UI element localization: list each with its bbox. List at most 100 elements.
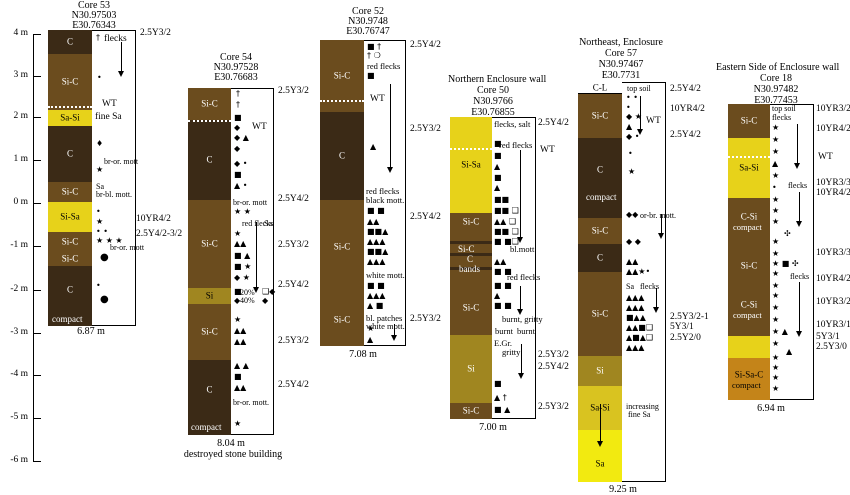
unit-compact-label: compact bbox=[732, 380, 761, 390]
annotation: br-or. mott bbox=[110, 243, 145, 252]
star-icon: ★ bbox=[772, 147, 780, 156]
core-length: 6.94 m bbox=[757, 403, 785, 414]
scale-label: 0 m bbox=[13, 197, 28, 207]
color-code: 2.5Y4/2 bbox=[278, 380, 309, 390]
star-icon: ★ ■ ✣ bbox=[772, 259, 799, 268]
star-icon: ★ bbox=[96, 165, 104, 174]
core-title-line: E30.76683 bbox=[214, 72, 258, 83]
triangle-icon: ▲ bbox=[494, 183, 501, 192]
star-icon: ★ bbox=[772, 249, 780, 258]
unit-si-c: Si-C bbox=[320, 200, 364, 294]
triangles-icon: ▲ ■ bbox=[367, 301, 384, 310]
unit-c-compact: C bbox=[578, 138, 622, 218]
annotation: increasing bbox=[626, 402, 659, 411]
diamond-icon: ◆ • bbox=[234, 159, 248, 168]
star-icon: ★ bbox=[367, 324, 375, 333]
diamond-icon: ◆ ◆ bbox=[626, 237, 641, 246]
diamond-icon: ◆ ★ bbox=[626, 112, 642, 121]
triangles-icon: ▲▲▲ bbox=[367, 237, 386, 246]
arrow-down-icon bbox=[597, 404, 603, 447]
annotation: burnt, gritty bbox=[502, 314, 543, 324]
unit-si-c: Si-C bbox=[320, 294, 364, 346]
annotation: 40% bbox=[240, 296, 255, 305]
unit-si-c: Si-C bbox=[188, 200, 231, 288]
core-length: 9.25 m bbox=[609, 484, 637, 495]
unit-si-c: Si-C bbox=[450, 213, 492, 231]
core-title-line: Core 54 bbox=[220, 52, 252, 63]
unit-si-sa: Si-Sa bbox=[450, 117, 492, 213]
water-table-line bbox=[320, 100, 364, 102]
unit-c: C bbox=[188, 120, 231, 200]
unit-si: Si bbox=[188, 288, 231, 304]
arrow-down-icon bbox=[118, 42, 124, 77]
star-icon: ★ bbox=[234, 229, 242, 238]
color-code: 10YR4/2 bbox=[816, 274, 850, 284]
color-code: 10YR3/3 bbox=[816, 248, 850, 258]
unit-c-l: C-L bbox=[578, 82, 622, 94]
triangles-icon: ▲▲ bbox=[367, 217, 380, 226]
unit-si-c: Si-C bbox=[450, 403, 492, 419]
annotation: Sa bbox=[96, 182, 104, 191]
circle-icon: ● bbox=[100, 252, 109, 263]
arrow-down-icon bbox=[637, 96, 643, 135]
annotation: WT bbox=[370, 94, 385, 104]
core-length: 7.08 m bbox=[349, 349, 377, 360]
color-code: 10YR4/2 bbox=[670, 104, 705, 114]
squares-icon: ■■ ❑ bbox=[494, 206, 519, 215]
scale-tick bbox=[33, 76, 41, 77]
dot-icon: • bbox=[772, 183, 777, 192]
triangles-icon: ▲▲ bbox=[234, 239, 247, 248]
color-code: 2.5Y3/2 bbox=[140, 28, 171, 38]
color-code: 2.5Y4/2 bbox=[538, 362, 569, 372]
triangles-icon: ▲▲▲ bbox=[626, 303, 645, 312]
color-code: 10YR4/2 bbox=[136, 214, 171, 224]
star-icon: ★ bbox=[772, 315, 780, 324]
annotation: WT bbox=[540, 145, 555, 155]
annotation: white mott. bbox=[366, 321, 405, 331]
annotation: or-br. mott. bbox=[640, 211, 677, 220]
unit-si-c-bands bbox=[450, 231, 492, 281]
unit-compact-label: compact bbox=[733, 310, 762, 320]
annotation: Sa bbox=[264, 219, 272, 228]
core-length: 7.00 m bbox=[479, 422, 507, 433]
star-icon: ★ bbox=[96, 217, 104, 226]
triangles-icon: ▲▲▲ bbox=[367, 257, 386, 266]
unit-compact-label: compact bbox=[733, 222, 762, 232]
triangles-icon: ▲▲ bbox=[234, 383, 247, 392]
annotation: 20% bbox=[240, 288, 255, 297]
unit-compact-label: compact bbox=[52, 314, 83, 324]
square-icon: ■ bbox=[234, 170, 242, 179]
unit-si-sa: Si-Sa bbox=[48, 202, 92, 232]
triangles-icon: ▲▲ bbox=[494, 257, 507, 266]
star-icon: ★ bbox=[772, 353, 780, 362]
color-code: 2.5Y3/0 bbox=[816, 342, 847, 352]
color-code: 5Y3/1 bbox=[670, 322, 694, 332]
color-code: 10YR4/2 bbox=[816, 188, 850, 198]
color-code: 2.5Y3/2-1 bbox=[670, 312, 709, 322]
annotation: br-or. mott. bbox=[233, 398, 270, 407]
stars-icon: ★ ★ ★ bbox=[96, 236, 123, 245]
scale-label: 4 m bbox=[13, 28, 28, 38]
core-title-line: Northern Enclosure wall bbox=[448, 74, 547, 85]
core-title-line: Eastern Side of Enclosure wall bbox=[716, 62, 840, 73]
core-title-line: Core 52 bbox=[352, 6, 384, 17]
star-icon: ★ bbox=[772, 384, 780, 393]
unit-si-c: Si-C bbox=[578, 272, 622, 356]
unit-si-c: Si-C bbox=[578, 218, 622, 244]
annotation: flecks bbox=[790, 272, 810, 281]
arrow-down-icon bbox=[653, 288, 659, 313]
triangle-icon: ▲ bbox=[494, 291, 501, 300]
dot-icon: • bbox=[628, 149, 633, 158]
unit-c: C bbox=[578, 244, 622, 272]
scale-label: -4 m bbox=[10, 369, 28, 379]
square-icon: ■ bbox=[367, 71, 375, 80]
core-title-line: Core 50 bbox=[477, 85, 509, 96]
color-code: 5Y3/1 bbox=[816, 332, 840, 342]
star-icon: ★ bbox=[772, 291, 780, 300]
annotation: fine Sa bbox=[628, 410, 651, 419]
color-code: 10YR3/1 bbox=[816, 320, 850, 330]
scale-tick bbox=[33, 461, 41, 462]
unit-label: bands bbox=[459, 264, 480, 274]
circle-icon: ● bbox=[100, 294, 109, 305]
annotation: red flecks bbox=[242, 219, 274, 228]
